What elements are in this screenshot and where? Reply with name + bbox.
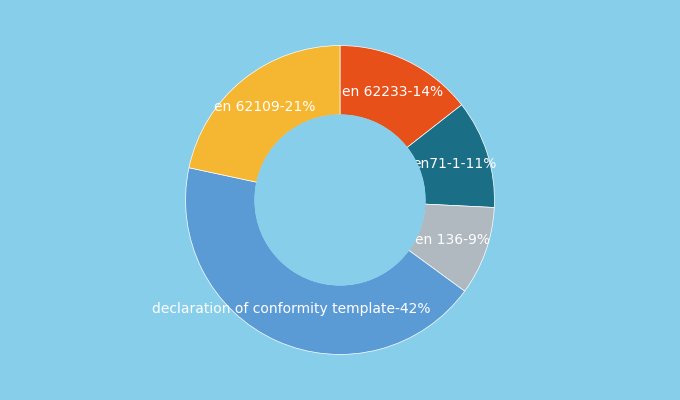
Wedge shape: [409, 204, 494, 291]
Wedge shape: [407, 105, 494, 208]
Circle shape: [255, 115, 425, 285]
Text: en 62109-21%: en 62109-21%: [214, 100, 316, 114]
Text: declaration of conformity template-42%: declaration of conformity template-42%: [152, 302, 430, 316]
Wedge shape: [340, 46, 462, 148]
Text: en 62233-14%: en 62233-14%: [342, 86, 443, 100]
Text: en 136-9%: en 136-9%: [415, 233, 490, 247]
Wedge shape: [189, 46, 340, 182]
Wedge shape: [186, 168, 464, 354]
Text: en71-1-11%: en71-1-11%: [412, 157, 496, 171]
